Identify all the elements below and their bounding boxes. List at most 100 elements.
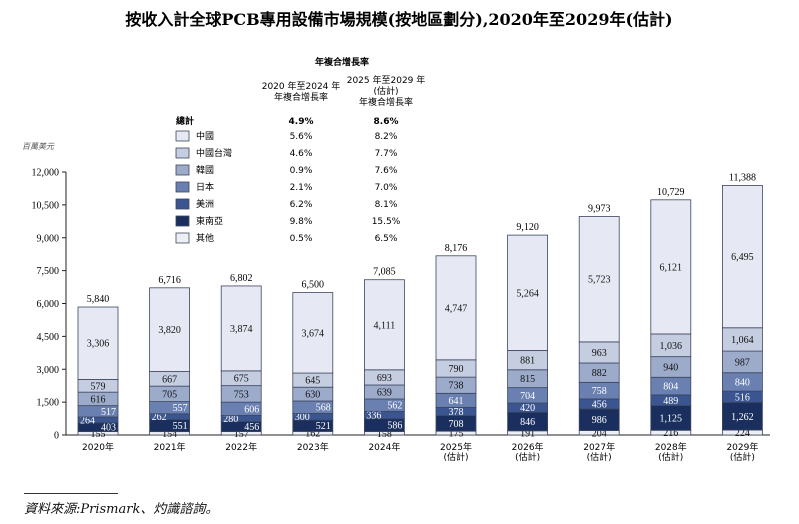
data-label: 568 bbox=[316, 403, 331, 414]
data-label: 336 bbox=[366, 411, 381, 422]
data-label: 420 bbox=[520, 403, 535, 414]
data-label: 704 bbox=[520, 391, 535, 402]
total-label: 9,973 bbox=[588, 203, 611, 214]
x-tick-label: (估計) bbox=[730, 451, 755, 463]
x-tick-label: (估計) bbox=[658, 451, 683, 463]
bar-segment bbox=[220, 285, 262, 372]
data-label: 675 bbox=[234, 374, 249, 385]
legend-label: 其他 bbox=[196, 232, 214, 244]
data-label: 3,820 bbox=[158, 325, 181, 336]
bar-segment bbox=[149, 287, 191, 372]
bar-stack: 224 1,262 516 840 987 1,064 6,495 11,388 bbox=[722, 172, 763, 439]
legend-swatch bbox=[175, 181, 190, 193]
data-label: 154 bbox=[162, 429, 177, 440]
data-label: 940 bbox=[663, 362, 678, 373]
legend-label: 中國台灣 bbox=[196, 147, 232, 159]
data-label: 562 bbox=[387, 401, 402, 412]
cagr-value: 0.5% bbox=[290, 234, 313, 244]
cagr-value: 8.2% bbox=[375, 132, 398, 142]
cagr-value: 8.1% bbox=[375, 200, 398, 210]
legend-label: 美洲 bbox=[196, 198, 214, 210]
legend-swatch bbox=[175, 164, 190, 176]
cagr-value: 4.6% bbox=[290, 149, 313, 159]
data-label: 758 bbox=[592, 386, 607, 397]
y-tick-label: 10,500 bbox=[32, 200, 60, 211]
data-label: 216 bbox=[663, 428, 678, 439]
data-label: 191 bbox=[520, 428, 535, 439]
x-tick-label: 2021年 bbox=[154, 441, 186, 453]
cagr-total-label: 總計 bbox=[176, 115, 194, 127]
data-label: 300 bbox=[295, 412, 310, 423]
data-label: 630 bbox=[305, 390, 320, 401]
cagr-total-value: 8.6% bbox=[374, 117, 399, 127]
chart-title: 按收入計全球PCB專用設備市場規模(按地區劃分),2020年至2029年(估計) bbox=[125, 10, 672, 29]
data-label: 175 bbox=[449, 429, 464, 440]
data-label: 840 bbox=[735, 377, 750, 388]
total-label: 5,840 bbox=[87, 294, 110, 305]
unit-label: 百萬美元 bbox=[22, 142, 55, 151]
cagr-col2-header: 年複合增長率 bbox=[359, 96, 413, 108]
data-label: 3,674 bbox=[302, 328, 325, 339]
data-label: 606 bbox=[244, 404, 259, 415]
x-tick-label: (估計) bbox=[515, 451, 540, 463]
total-label: 6,716 bbox=[158, 275, 181, 286]
total-label: 7,085 bbox=[373, 267, 396, 278]
data-label: 489 bbox=[663, 396, 678, 407]
x-tick-label: 2020年 bbox=[82, 441, 114, 453]
cagr-col2-header: 2025 年至2029 年 bbox=[347, 74, 426, 86]
total-label: 11,388 bbox=[729, 172, 756, 183]
total-label: 6,500 bbox=[302, 280, 325, 291]
data-label: 280 bbox=[223, 414, 238, 425]
data-label: 5,723 bbox=[588, 275, 611, 286]
legend-label: 日本 bbox=[196, 181, 214, 193]
bar-segment bbox=[363, 279, 405, 371]
source-divider bbox=[24, 493, 118, 494]
data-label: 738 bbox=[449, 381, 464, 392]
x-tick-label: 2022年 bbox=[225, 441, 257, 453]
total-label: 6,802 bbox=[230, 273, 253, 284]
data-label: 158 bbox=[377, 429, 392, 440]
data-label: 6,495 bbox=[731, 252, 754, 263]
legend-swatch bbox=[175, 232, 190, 244]
legend-label: 韓國 bbox=[196, 165, 214, 176]
bar-segment bbox=[578, 216, 620, 343]
data-label: 790 bbox=[449, 364, 464, 375]
bar-stack: 204 986 456 758 882 963 5,723 9,973 bbox=[578, 203, 620, 439]
x-tick-label: 2028年 bbox=[655, 441, 687, 453]
cagr-value: 7.0% bbox=[375, 183, 398, 193]
bar-segment bbox=[507, 234, 549, 351]
data-label: 753 bbox=[234, 389, 249, 400]
data-label: 708 bbox=[449, 419, 464, 430]
data-label: 264 bbox=[80, 415, 95, 426]
cagr-value: 7.7% bbox=[375, 149, 398, 159]
source-note: 資料來源:Prismark、灼識諮詢。 bbox=[24, 502, 219, 517]
legend-swatch bbox=[175, 198, 190, 210]
y-tick-label: 9,000 bbox=[37, 233, 60, 244]
x-tick-label: 2025年 bbox=[440, 441, 472, 453]
x-tick-label: (估計) bbox=[443, 451, 468, 463]
legend-label: 中國 bbox=[196, 130, 214, 142]
data-label: 579 bbox=[91, 381, 106, 392]
y-tick-label: 1,500 bbox=[37, 398, 60, 409]
data-label: 162 bbox=[305, 429, 320, 440]
x-tick-label: 2026年 bbox=[512, 441, 544, 453]
data-label: 204 bbox=[592, 428, 607, 439]
legend-swatch bbox=[175, 130, 190, 142]
cagr-col1-header: 年複合增長率 bbox=[274, 91, 328, 103]
data-label: 986 bbox=[592, 415, 607, 426]
data-label: 645 bbox=[305, 376, 320, 387]
data-label: 517 bbox=[101, 407, 116, 418]
data-label: 224 bbox=[735, 428, 750, 439]
data-label: 693 bbox=[377, 373, 392, 384]
data-label: 804 bbox=[663, 382, 678, 393]
y-tick-label: 6,000 bbox=[37, 299, 60, 310]
x-tick-label: 2029年 bbox=[726, 441, 758, 453]
cagr-total-value: 4.9% bbox=[289, 117, 314, 127]
